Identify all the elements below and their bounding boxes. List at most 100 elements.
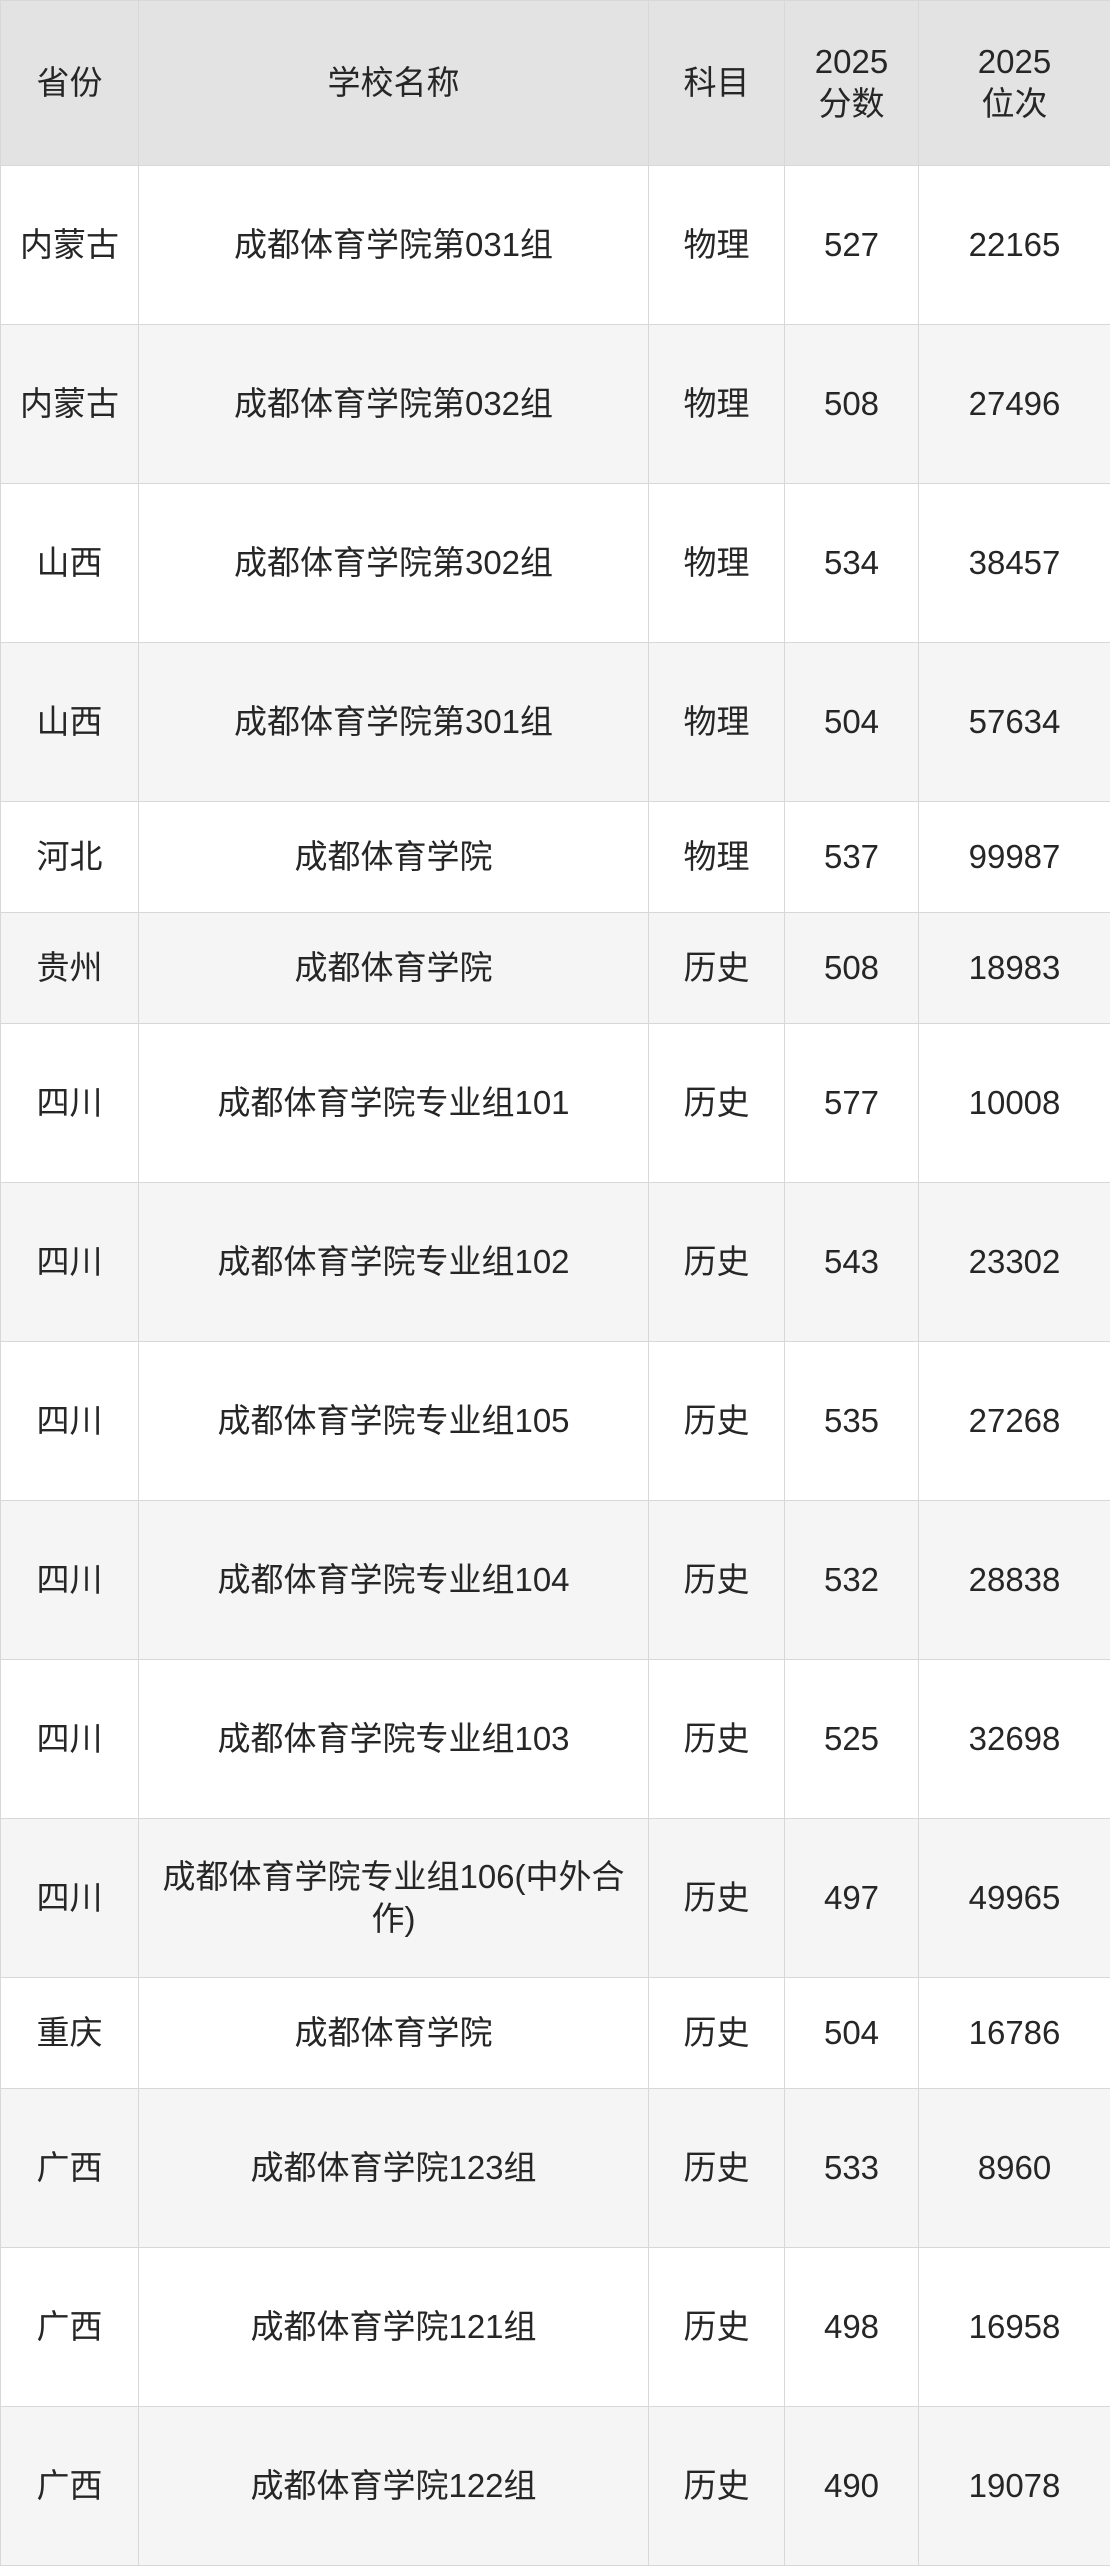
cell-school-name: 成都体育学院122组	[139, 2407, 649, 2566]
cell-subject: 历史	[649, 2407, 785, 2566]
cell-rank: 27496	[919, 325, 1110, 484]
cell-province: 四川	[1, 1501, 139, 1660]
cell-score: 497	[785, 1819, 919, 1978]
column-header-score: 2025 分数	[785, 1, 919, 166]
cell-province: 山西	[1, 643, 139, 802]
column-header-rank-year: 2025	[927, 41, 1102, 83]
cell-subject: 物理	[649, 166, 785, 325]
cell-school-name: 成都体育学院专业组106(中外合作)	[139, 1819, 649, 1978]
cell-school-name: 成都体育学院专业组101	[139, 1024, 649, 1183]
cell-rank: 38457	[919, 484, 1110, 643]
cell-rank: 27268	[919, 1342, 1110, 1501]
cell-school-name: 成都体育学院	[139, 1978, 649, 2089]
cell-school-name: 成都体育学院专业组105	[139, 1342, 649, 1501]
header-row: 省份 学校名称 科目 2025 分数 2025 位次	[1, 1, 1110, 166]
cell-subject: 物理	[649, 484, 785, 643]
cell-school-name: 成都体育学院123组	[139, 2089, 649, 2248]
cell-province: 内蒙古	[1, 166, 139, 325]
cell-score: 498	[785, 2248, 919, 2407]
column-header-rank-label: 位次	[927, 83, 1102, 125]
cell-score: 534	[785, 484, 919, 643]
table-header: 省份 学校名称 科目 2025 分数 2025 位次	[1, 1, 1110, 166]
cell-province: 广西	[1, 2248, 139, 2407]
cell-school-name: 成都体育学院	[139, 802, 649, 913]
cell-province: 四川	[1, 1183, 139, 1342]
cell-score: 527	[785, 166, 919, 325]
cell-score: 525	[785, 1660, 919, 1819]
cell-subject: 物理	[649, 325, 785, 484]
cell-score: 508	[785, 913, 919, 1024]
cell-province: 内蒙古	[1, 325, 139, 484]
cell-subject: 历史	[649, 2248, 785, 2407]
column-header-score-year: 2025	[793, 41, 910, 83]
cell-province: 四川	[1, 1024, 139, 1183]
cell-rank: 22165	[919, 166, 1110, 325]
cell-school-name: 成都体育学院第301组	[139, 643, 649, 802]
cell-school-name: 成都体育学院专业组103	[139, 1660, 649, 1819]
cell-school-name: 成都体育学院	[139, 913, 649, 1024]
cell-province: 贵州	[1, 913, 139, 1024]
cell-subject: 历史	[649, 1024, 785, 1183]
cell-rank: 16958	[919, 2248, 1110, 2407]
cell-score: 490	[785, 2407, 919, 2566]
cell-subject: 物理	[649, 643, 785, 802]
cell-rank: 8960	[919, 2089, 1110, 2248]
cell-rank: 49965	[919, 1819, 1110, 1978]
cell-school-name: 成都体育学院专业组104	[139, 1501, 649, 1660]
cell-score: 537	[785, 802, 919, 913]
cell-province: 广西	[1, 2089, 139, 2248]
cell-province: 四川	[1, 1660, 139, 1819]
column-header-score-label: 分数	[793, 83, 910, 125]
cell-rank: 19078	[919, 2407, 1110, 2566]
cell-province: 四川	[1, 1819, 139, 1978]
cell-rank: 28838	[919, 1501, 1110, 1660]
cell-province: 山西	[1, 484, 139, 643]
cell-score: 535	[785, 1342, 919, 1501]
cell-province: 四川	[1, 1342, 139, 1501]
cell-score: 504	[785, 1978, 919, 2089]
cell-school-name: 成都体育学院第031组	[139, 166, 649, 325]
column-header-subject: 科目	[649, 1, 785, 166]
cell-subject: 历史	[649, 1819, 785, 1978]
cell-score: 532	[785, 1501, 919, 1660]
cell-province: 重庆	[1, 1978, 139, 2089]
cell-subject: 历史	[649, 913, 785, 1024]
cell-subject: 历史	[649, 1342, 785, 1501]
cell-score: 577	[785, 1024, 919, 1183]
cell-subject: 历史	[649, 1501, 785, 1660]
cell-subject: 历史	[649, 1183, 785, 1342]
cell-rank: 10008	[919, 1024, 1110, 1183]
cell-subject: 物理	[649, 802, 785, 913]
cell-school-name: 成都体育学院专业组102	[139, 1183, 649, 1342]
cell-subject: 历史	[649, 2089, 785, 2248]
cell-school-name: 成都体育学院第302组	[139, 484, 649, 643]
cell-rank: 32698	[919, 1660, 1110, 1819]
column-header-province: 省份	[1, 1, 139, 166]
cell-score: 508	[785, 325, 919, 484]
cell-score: 533	[785, 2089, 919, 2248]
cell-score: 543	[785, 1183, 919, 1342]
cell-rank: 57634	[919, 643, 1110, 802]
cell-rank: 99987	[919, 802, 1110, 913]
cell-subject: 历史	[649, 1660, 785, 1819]
cell-subject: 历史	[649, 1978, 785, 2089]
cell-rank: 16786	[919, 1978, 1110, 2089]
cell-rank: 18983	[919, 913, 1110, 1024]
